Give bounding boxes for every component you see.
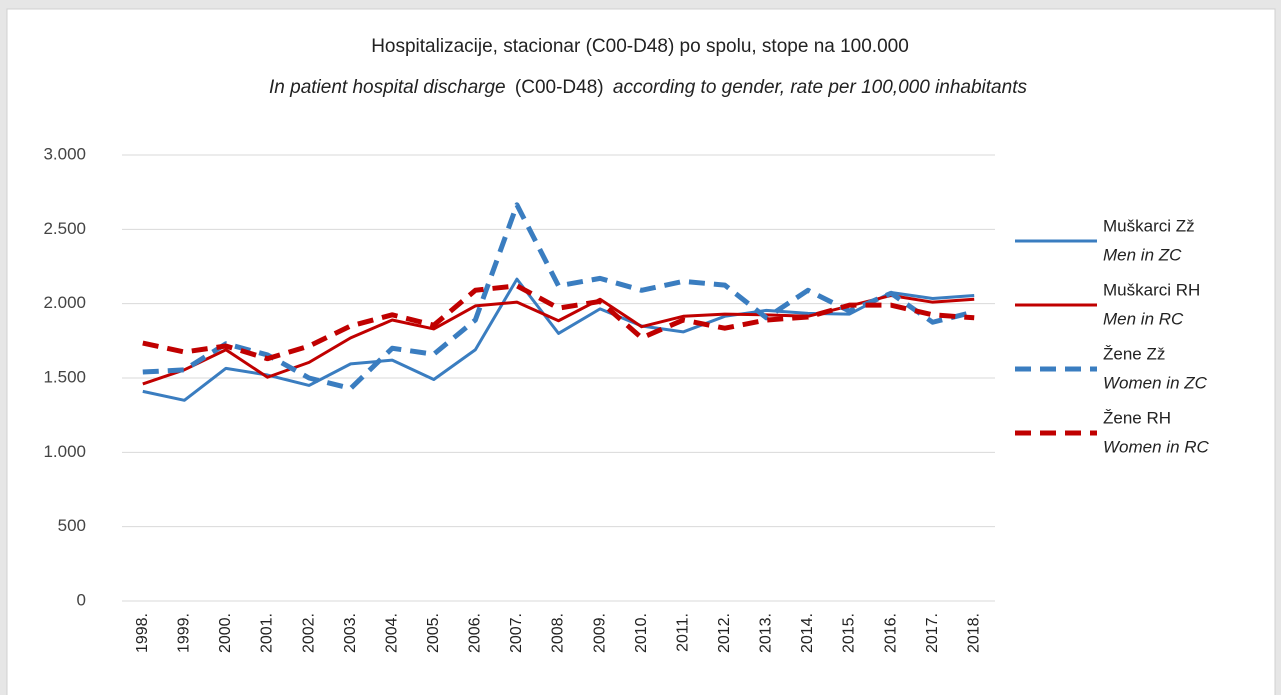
x-tick-label: 2005. xyxy=(425,613,442,653)
y-tick-label: 500 xyxy=(58,516,86,535)
x-tick-label: 2004. xyxy=(383,613,400,653)
series-line xyxy=(142,293,975,386)
x-tick-label: 2010. xyxy=(633,613,650,653)
chart-subtitle: In patient hospital discharge (C00-D48) … xyxy=(269,77,1027,98)
x-tick-label: 2012. xyxy=(716,613,733,653)
legend-label: Žene RH xyxy=(1103,408,1171,427)
y-tick-label: 1.500 xyxy=(43,367,86,386)
x-tick-label: 2014. xyxy=(799,613,816,653)
y-tick-label: 2.500 xyxy=(43,219,86,238)
x-tick-label: 2009. xyxy=(591,613,608,653)
subtitle-part: (C00-D48) xyxy=(515,77,604,98)
x-tick-label: 2017. xyxy=(924,613,941,653)
x-tick-label: 2001. xyxy=(259,613,276,653)
x-tick-label: 1998. xyxy=(134,613,151,653)
x-tick-label: 2016. xyxy=(882,613,899,653)
y-tick-label: 0 xyxy=(77,590,86,609)
x-tick-label: 2011. xyxy=(674,613,691,652)
legend-label: Women in ZC xyxy=(1103,373,1208,392)
legend-label: Žene Zž xyxy=(1103,344,1165,363)
legend-label: Men in RC xyxy=(1103,309,1184,328)
subtitle-part: In patient hospital discharge xyxy=(269,77,506,98)
legend-label: Muškarci RH xyxy=(1103,280,1200,299)
legend-label: Women in RC xyxy=(1103,437,1210,456)
x-tick-label: 2002. xyxy=(300,613,317,653)
x-tick-label: 1999. xyxy=(176,613,193,653)
x-tick-label: 2007. xyxy=(508,613,525,653)
x-tick-label: 2015. xyxy=(841,613,858,653)
chart-title: Hospitalizacije, stacionar (C00-D48) po … xyxy=(371,36,909,57)
y-tick-label: 3.000 xyxy=(43,144,86,163)
x-tick-label: 2008. xyxy=(550,613,567,653)
series-line xyxy=(142,277,975,402)
y-tick-label: 1.000 xyxy=(43,442,86,461)
x-tick-label: 2000. xyxy=(217,613,234,653)
legend-label: Muškarci Zž xyxy=(1103,216,1195,235)
legend-label: Men in ZC xyxy=(1103,245,1182,264)
x-tick-label: 2013. xyxy=(758,613,775,653)
x-tick-label: 2006. xyxy=(467,613,484,653)
x-tick-label: 2003. xyxy=(342,613,359,653)
x-tick-label: 2018. xyxy=(965,613,982,653)
y-tick-label: 2.000 xyxy=(43,293,86,312)
subtitle-part: according to gender, rate per 100,000 in… xyxy=(613,77,1028,98)
